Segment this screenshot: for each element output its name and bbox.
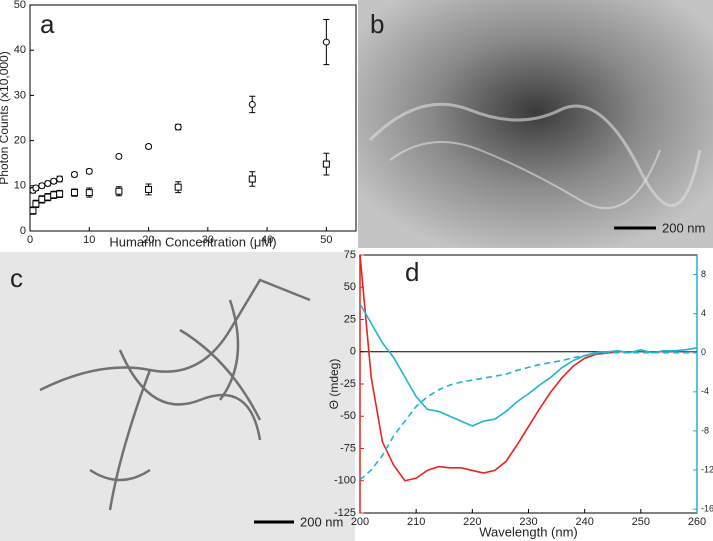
y2-tick-label: 4	[701, 308, 706, 318]
marker	[322, 160, 330, 168]
marker	[38, 182, 46, 190]
marker	[50, 191, 58, 199]
y-tick-label: -50	[340, 410, 356, 422]
marker	[174, 123, 182, 131]
line	[359, 303, 698, 427]
marker	[56, 190, 64, 198]
scale-bar-label: 200 nm	[300, 514, 343, 529]
y-tick-label: 0	[350, 346, 356, 358]
x-tick-label: 0	[27, 234, 33, 246]
marker	[32, 184, 40, 192]
y2-tick-label: -16	[701, 503, 713, 513]
y-tick-label: 25	[344, 313, 356, 325]
y-axis-label: Photon Counts (x10,000)	[0, 51, 11, 184]
y-tick-label: 0	[20, 225, 26, 237]
y-tick-label: -75	[340, 442, 356, 454]
panel-label: b	[370, 9, 384, 39]
marker	[145, 142, 153, 150]
y-tick-label: 50	[14, 0, 26, 11]
marker	[44, 193, 52, 201]
marker	[70, 171, 78, 178]
marker	[44, 180, 52, 188]
x-tick-label: 30	[202, 234, 214, 246]
x-tick-label: 10	[83, 234, 95, 246]
y2-tick-label: -8	[701, 425, 709, 435]
line	[359, 351, 697, 481]
panel-label: d	[405, 257, 419, 287]
y-tick-label: 75	[344, 249, 356, 261]
x-tick-label: 40	[261, 234, 273, 246]
y-tick-label: 20	[14, 135, 26, 147]
line	[359, 254, 697, 482]
marker	[29, 207, 37, 215]
marker	[70, 189, 78, 197]
y-tick-label: 50	[344, 281, 356, 293]
x-tick-label: 220	[463, 516, 481, 528]
x-tick-label: 210	[407, 516, 425, 528]
y2-tick-label: -4	[701, 386, 709, 396]
marker	[322, 38, 330, 46]
fibril	[389, 141, 661, 210]
marker	[32, 200, 40, 208]
marker	[56, 175, 64, 183]
y-axis-label: Θ (mdeg)	[327, 359, 341, 410]
x-tick-label: 250	[632, 516, 650, 528]
marker	[85, 189, 93, 197]
marker	[115, 152, 123, 160]
y-tick-label: -25	[340, 378, 356, 390]
micrograph	[358, 0, 713, 248]
marker	[38, 195, 46, 203]
panel-label: c	[10, 263, 23, 293]
y2-tick-label: 0	[701, 347, 706, 357]
x-tick-label: 200	[351, 516, 369, 528]
y2-tick-label: -12	[701, 464, 713, 474]
y-tick-label: -100	[334, 475, 356, 487]
x-tick-label: 20	[142, 234, 154, 246]
marker	[248, 100, 256, 108]
plot-frame	[29, 4, 357, 232]
marker	[145, 185, 153, 193]
x-tick-label: 240	[575, 516, 593, 528]
y2-tick-label: 8	[701, 269, 706, 279]
x-tick-label: 260	[688, 516, 706, 528]
fibril	[368, 102, 702, 207]
x-axis-label: Wavelength (nm)	[479, 524, 578, 539]
x-tick-label: 230	[519, 516, 537, 528]
marker	[174, 183, 182, 191]
y-tick-label: -125	[334, 507, 356, 519]
marker	[248, 175, 256, 183]
panel-label: a	[40, 9, 55, 39]
fibrils	[39, 278, 311, 511]
x-tick-label: 50	[320, 234, 332, 246]
plot-frame	[359, 254, 698, 514]
scale-bar-label: 200 nm	[662, 220, 705, 235]
marker	[85, 167, 93, 175]
marker	[115, 187, 123, 195]
y-tick-label: 40	[14, 44, 26, 56]
marker	[50, 177, 58, 185]
micrograph	[0, 252, 355, 541]
y-tick-label: 10	[14, 180, 26, 192]
x-axis-label: Humanin Concentration (μM)	[109, 234, 276, 249]
y-tick-label: 30	[14, 89, 26, 101]
